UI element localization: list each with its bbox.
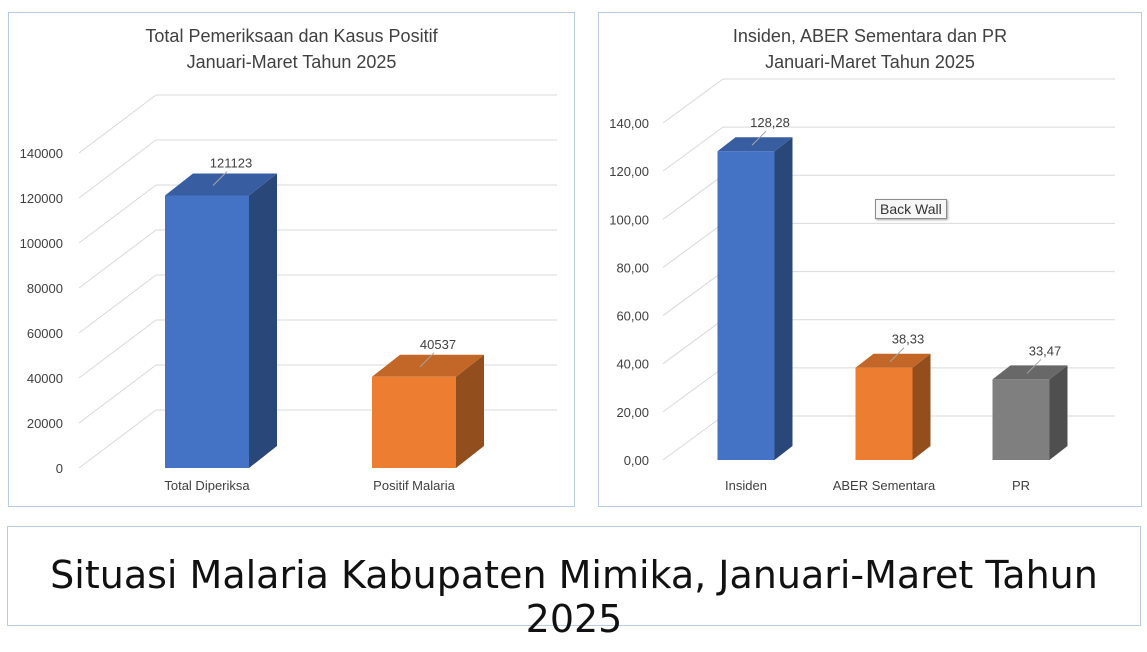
gridline-side [662,78,724,124]
y-tick-label: 40000 [27,371,63,386]
data-label-leader [419,352,435,368]
bar-side [1049,365,1068,460]
bar-total-diperiksa [165,173,277,468]
y-tick-label: 20000 [27,416,63,431]
bar-side [912,353,931,460]
y-tick-label: 120,00 [609,164,649,179]
y-tick-label: 0 [56,461,63,476]
data-label-leader [751,130,767,146]
chart-title: Insiden, ABER Sementara dan PR Januari-M… [599,23,1141,75]
y-tick-label: 100,00 [609,212,649,227]
bar-front [992,379,1050,460]
back-wall-tooltip: Back Wall [875,199,947,219]
bar-positif-malaria [372,354,484,468]
bar-top [165,173,277,196]
y-tick-label: 80,00 [616,260,649,275]
x-tick-label: Positif Malaria [373,478,455,493]
data-label: 40537 [420,337,456,352]
bar-top [992,365,1068,380]
x-tick-label: Insiden [725,478,767,493]
gridline-side [662,174,724,220]
chart-title-line-2: Januari-Maret Tahun 2025 [186,52,397,72]
bar-top [855,353,931,368]
gridline-side [662,319,724,365]
y-tick-label: 20,00 [616,405,649,420]
bar-top [717,137,793,152]
y-tick-label: 140000 [20,146,63,161]
data-label-leader [889,347,905,363]
bar-front [717,151,775,460]
y-tick-label: 0,00 [624,453,649,468]
chart-title-line-1: Total Pemeriksaan dan Kasus Positif [145,26,438,46]
chart-title: Total Pemeriksaan dan Kasus Positif Janu… [9,23,574,75]
gridline-side [78,229,157,289]
y-tick-label: 80000 [27,281,63,296]
data-label: 128,28 [750,115,790,130]
y-tick-label: 100000 [20,236,63,251]
y-tick-label: 40,00 [616,357,649,372]
bar-insiden [717,137,793,460]
bar-chart-examinations: 0 20000 40000 60000 80000 100000 120000 140000 1… [20,94,557,493]
gridline-side [662,367,724,413]
gridline-side [78,139,157,199]
chart-panel-indicators: Insiden, ABER Sementara dan PR Januari-M… [598,12,1142,507]
bar-top [372,354,484,377]
gridline-side [78,319,157,379]
bar-aber-sementara [855,353,931,460]
bar-chart-indicators: 0,00 20,00 40,00 60,00 80,00 100,00 120,00 140,… [609,78,1115,493]
x-tick-label: Total Diperiksa [164,478,250,493]
y-tick-label: 60000 [27,326,63,341]
page-caption: Situasi Malaria Kabupaten Mimika, Januar… [50,553,1098,641]
data-label: 33,47 [1029,343,1062,358]
x-tick-label: PR [1012,478,1030,493]
gridline-side [662,223,724,268]
caption-box: Situasi Malaria Kabupaten Mimika, Januar… [7,526,1141,641]
bar-pr [992,365,1068,460]
y-tick-label: 140,00 [609,116,649,131]
gridline-side [78,94,157,154]
y-tick-label: 60,00 [616,309,649,324]
gridline-side [662,271,724,316]
data-label-leader [212,171,228,186]
gridline-side [662,415,724,461]
gridline-side [78,409,157,469]
data-label-leader [1026,359,1042,374]
bar-front [372,376,456,468]
bar-front [855,367,913,460]
x-tick-label: ABER Sementara [833,478,936,493]
gridline-side [78,274,157,334]
gridline-side [78,184,157,244]
bar-side [249,173,277,468]
data-label: 38,33 [892,332,925,347]
bar-side [456,354,484,468]
bar-front [165,195,249,468]
chart-panel-examinations: Total Pemeriksaan dan Kasus Positif Janu… [8,12,575,507]
gridline-side [78,364,157,424]
gridlines [78,94,557,469]
y-tick-label: 120000 [20,191,63,206]
gridline-side [662,126,724,172]
data-label: 121123 [210,155,252,170]
chart-title-line-2: Januari-Maret Tahun 2025 [765,52,975,72]
chart-title-line-1: Insiden, ABER Sementara dan PR [732,26,1008,46]
bar-side [774,137,793,460]
